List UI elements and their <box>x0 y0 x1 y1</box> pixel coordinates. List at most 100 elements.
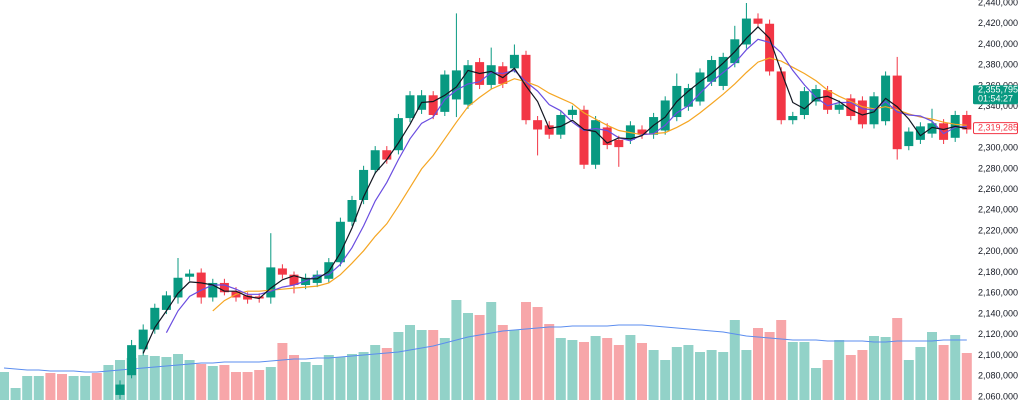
y-tick-label: 2,340,000 <box>978 101 1018 111</box>
volume-bar <box>938 345 949 400</box>
volume-bar <box>416 330 427 400</box>
volume-bar <box>231 372 241 400</box>
moving-average-line <box>142 26 967 354</box>
y-tick-label: 2,380,000 <box>978 60 1018 70</box>
volume-bar <box>439 338 450 400</box>
y-tick-label: 2,080,000 <box>978 371 1018 381</box>
volume-bar <box>822 360 833 400</box>
volume-bar <box>799 342 810 400</box>
volume-bar <box>811 368 821 400</box>
volume-bar <box>463 313 473 400</box>
volume-bar <box>613 345 624 400</box>
volume-bar <box>950 335 961 400</box>
volume-bar <box>184 360 195 400</box>
candle-body <box>637 129 647 135</box>
volume-bar <box>741 350 752 400</box>
volume-bar <box>68 376 79 400</box>
y-tick-label: 2,220,000 <box>978 225 1018 235</box>
candle-body <box>498 66 508 84</box>
volume-bar <box>903 360 914 400</box>
volume-bar <box>103 365 114 400</box>
marker-price-label: 2,319,285 <box>978 123 1018 133</box>
candle-body <box>451 70 461 100</box>
candle-body <box>556 114 566 135</box>
y-tick-label: 2,060,000 <box>978 391 1018 400</box>
volume-bar <box>219 365 230 400</box>
volume-bar <box>45 373 56 400</box>
volume-bar <box>265 367 276 400</box>
volume-bar <box>33 376 44 400</box>
moving-average-line <box>212 57 967 312</box>
volume-bar <box>254 370 265 400</box>
candle-body <box>683 88 693 107</box>
candle-body <box>370 150 380 170</box>
candle-body <box>428 95 438 115</box>
volume-bar <box>451 300 462 400</box>
candle-body <box>509 54 519 69</box>
volume-bar <box>57 374 67 400</box>
volume-bar <box>405 325 415 400</box>
y-tick-label: 2,400,000 <box>978 39 1018 49</box>
y-tick-label: 2,440,000 <box>978 0 1018 7</box>
volume-bar <box>683 345 694 400</box>
volume-bar <box>590 336 601 400</box>
candle-body <box>788 116 798 121</box>
price-axis: 2,060,000 2,080,000 2,100,000 2,120,000 2,14… <box>973 0 1018 400</box>
volume-bar <box>602 338 613 400</box>
candle-body <box>405 95 415 119</box>
volume-bar <box>474 315 485 400</box>
candle-body <box>915 126 925 140</box>
volume-bar <box>323 355 334 400</box>
candle-body <box>219 282 229 293</box>
volume-bar <box>776 320 787 400</box>
volume-bar <box>648 350 659 400</box>
volume-bar <box>115 360 125 400</box>
volume-bar <box>91 373 102 400</box>
volume-bar <box>509 330 520 400</box>
candle-body <box>799 91 809 115</box>
volume-bar <box>347 354 357 400</box>
volume-bar <box>358 352 369 400</box>
y-tick-label: 2,160,000 <box>978 288 1018 298</box>
candle-body <box>846 98 856 117</box>
candle-body <box>823 90 833 110</box>
y-tick-label: 2,240,000 <box>978 205 1018 215</box>
candle-body <box>614 139 624 148</box>
volume-bar <box>857 350 868 400</box>
y-tick-label: 2,300,000 <box>978 143 1018 153</box>
candle-body <box>127 345 137 376</box>
candle-body <box>347 200 357 222</box>
volume-bar <box>845 355 856 400</box>
volume-bar <box>764 332 775 400</box>
volume-ma-line <box>3 324 967 373</box>
volume-bar <box>0 372 9 400</box>
volume-bar <box>497 325 508 400</box>
candle-body <box>602 127 612 146</box>
candle-body <box>115 384 125 395</box>
volume-bar <box>927 332 937 400</box>
volume-bar <box>718 352 729 400</box>
y-tick-label: 2,260,000 <box>978 184 1018 194</box>
candle-body <box>277 268 287 275</box>
y-tick-label: 2,180,000 <box>978 267 1018 277</box>
candle-body <box>695 72 705 102</box>
candle-body <box>591 120 601 165</box>
candle-body <box>463 65 473 105</box>
candle-body <box>962 114 972 130</box>
y-tick-label: 2,120,000 <box>978 329 1018 339</box>
volume-bar <box>335 357 346 400</box>
volume-bar <box>880 337 891 400</box>
candle-body <box>335 221 345 263</box>
candle-body <box>904 131 914 147</box>
candle-body <box>707 60 717 82</box>
volume-bar <box>393 332 404 400</box>
volume-bar <box>671 347 682 400</box>
countdown-label: 01:54:27 <box>978 94 1013 104</box>
candle-body <box>359 169 369 200</box>
candle-body <box>927 123 937 134</box>
y-tick-label: 2,100,000 <box>978 350 1018 360</box>
volume-bar <box>10 388 21 400</box>
candle-body <box>440 74 450 112</box>
volume-bar <box>915 347 926 400</box>
y-tick-label: 2,280,000 <box>978 163 1018 173</box>
